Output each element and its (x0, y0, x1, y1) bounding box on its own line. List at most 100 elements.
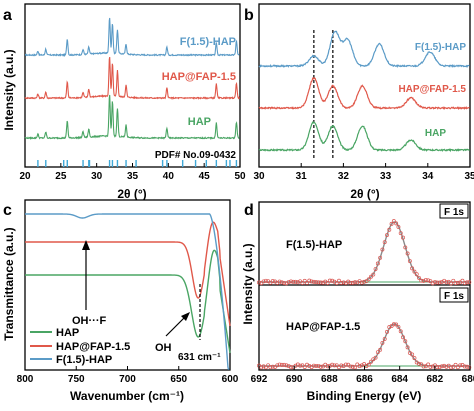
panel-d-data-point (455, 280, 460, 285)
panel-d: d Intensity (a.u.) 692 690 688 686 684 682 680… (241, 201, 474, 403)
panel-d-data-point (375, 350, 380, 355)
panel-d-ylabel: Intensity (a.u.) (241, 243, 255, 324)
panel-d-data-point (293, 279, 298, 284)
panel-d-tick-label: 690 (286, 374, 303, 385)
panel-d-data-point (421, 278, 426, 283)
panel-d-data-point (462, 281, 467, 286)
panel-d-data-point (371, 272, 376, 277)
oh-f-arrow-head (82, 240, 90, 250)
panel-d-data-point (467, 365, 472, 370)
panel-a-trace (24, 17, 240, 58)
panel-d-data-point (387, 227, 392, 232)
oh-f-annotation: OH···F (72, 315, 106, 327)
wavenumber-631-label: 631 cm⁻¹ (178, 352, 221, 363)
panel-d-data-point (375, 261, 380, 266)
panel-d-data-point (314, 363, 319, 368)
panel-d-data-point (366, 362, 371, 367)
panel-d-fit (259, 221, 470, 283)
panel-d-data-point (362, 362, 367, 367)
panel-d-data-point (318, 364, 323, 369)
panel-d-data-point (396, 224, 401, 229)
panel-d-data-point (302, 278, 307, 283)
panel-a-traces (24, 17, 241, 141)
panel-b-tick-label: 33 (380, 171, 392, 182)
panel-c-trace (25, 249, 231, 354)
panel-d-data-point (382, 336, 387, 341)
panel-d-data-point (330, 278, 335, 283)
panel-d-data-point (405, 345, 410, 350)
panel-d-xlabel: Binding Energy (eV) (307, 389, 422, 403)
legend-label-hap: HAP (56, 327, 79, 339)
panel-a-tick-label: 25 (55, 171, 67, 182)
panel-a-frame (24, 3, 241, 168)
legend-label-f-hap: F(1.5)-HAP (56, 354, 112, 366)
panel-d-data-point (419, 278, 424, 283)
panel-d-data-point (394, 221, 399, 226)
panel-d-data-point (353, 280, 357, 285)
panel-d-data-point (279, 362, 284, 367)
panel-d-data-point (277, 279, 282, 284)
panel-a-legend-hap-fap: HAP@FAP-1.5 (162, 71, 236, 83)
panel-d-data-point (401, 335, 405, 340)
panel-d-data-point (353, 365, 357, 370)
panel-b-legend-hap: HAP (425, 128, 446, 139)
panel-d-tick-label: 686 (356, 374, 373, 385)
panel-d-data-point (300, 280, 305, 285)
panel-d-data-point (460, 278, 465, 283)
panel-b-trace (258, 121, 471, 153)
panel-d-data-point (295, 280, 300, 285)
panel-d-data-point (465, 364, 469, 369)
panel-a-tick-label: 20 (19, 171, 31, 182)
panel-d-data-point (421, 364, 426, 369)
panel-d-data-point (435, 365, 440, 370)
f1s-badge-bottom (439, 287, 469, 303)
legend-label-hap-fap: HAP@FAP-1.5 (56, 341, 130, 353)
panel-d-data-point (467, 280, 472, 285)
panel-d-data-point (282, 362, 287, 367)
panel-d-data-point (385, 233, 389, 237)
panel-d-data-point (305, 280, 309, 285)
panel-d-data-point (451, 364, 456, 369)
f1s-badge-top-label: F 1s (444, 207, 464, 218)
panel-d-data-point (401, 235, 405, 240)
panel-d-data-point (439, 364, 444, 369)
panel-b-tick-label: 30 (253, 171, 265, 182)
panel-d-data-point (339, 363, 344, 368)
oh-annotation: OH (155, 342, 172, 354)
panel-d-data-point (444, 280, 449, 285)
panel-d-data-point (373, 267, 378, 271)
panel-d-data-point (378, 255, 383, 260)
panel-d-data-point (330, 362, 335, 367)
panel-d-data-point (428, 364, 433, 369)
panel-c-traces (25, 213, 231, 370)
panel-d-data-point (391, 322, 396, 327)
panel-c-tick-label: 750 (68, 374, 85, 385)
panel-d-data-point (455, 365, 460, 370)
panel-d-tick-label: 684 (391, 374, 408, 385)
panel-d-data-point (339, 280, 344, 285)
panel-d-data-point (407, 259, 412, 263)
panel-d-data-point (316, 280, 321, 285)
panel-d-data-point (343, 362, 348, 367)
panel-d-data-point (263, 365, 268, 370)
panel-d-data-point (378, 347, 383, 352)
panel-d-letter: d (244, 202, 254, 219)
panel-c-tick-label: 600 (222, 374, 239, 385)
panel-d-data-point (403, 245, 408, 250)
panel-d-data-point (334, 281, 339, 286)
panel-d-data-point (414, 272, 419, 277)
panel-c-legend: HAP HAP@FAP-1.5 F(1.5)-HAP (30, 327, 130, 366)
panel-d-data-point (423, 277, 428, 282)
panel-a-tick-label: 35 (127, 171, 139, 182)
panel-b-xticks: 30 31 32 33 34 35 (253, 163, 474, 182)
panel-d-data-point (314, 280, 319, 285)
panel-d-tick-label: 682 (426, 374, 443, 385)
panel-d-data-point (298, 363, 303, 368)
panel-d-data-point (337, 278, 341, 283)
panel-d-data-point (325, 281, 330, 285)
panel-d-data-point (307, 278, 312, 283)
panel-d-frame (258, 201, 471, 371)
panel-c-ylabel: Transmittance (a.u.) (2, 227, 16, 340)
panel-d-data-point (417, 361, 421, 366)
panel-d-xticks: 692 690 688 686 684 682 680 (251, 366, 474, 385)
